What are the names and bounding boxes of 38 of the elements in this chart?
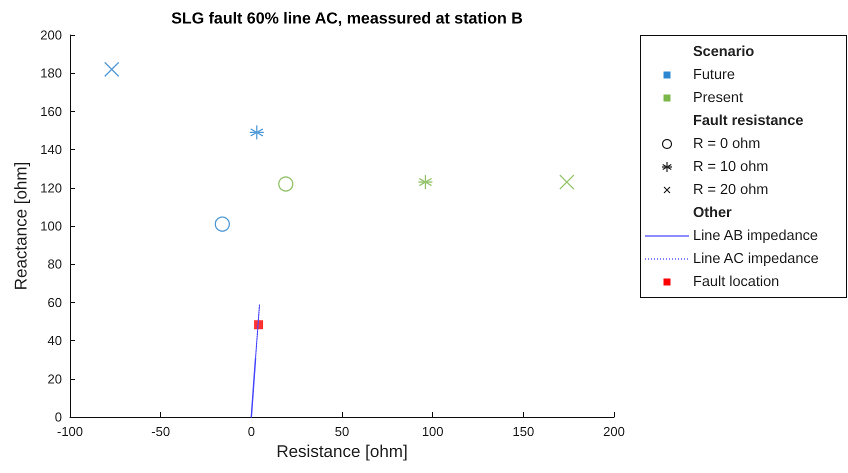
x-axis-title: Resistance [ohm]	[276, 442, 408, 461]
y-tick-label: 0	[54, 410, 62, 424]
x-tick-label: -50	[151, 424, 170, 439]
text: R = 0 ohm	[693, 136, 760, 152]
point	[249, 124, 264, 140]
legend-label: Line AC impedance	[693, 250, 819, 266]
text: R = 20 ohm	[693, 182, 768, 198]
chart-title: SLG fault 60% line AC, meassured at station B	[171, 10, 523, 28]
legend-label: Future	[693, 66, 735, 82]
legend-label: Fault location	[693, 274, 780, 290]
x-tick-label: 50	[334, 424, 350, 439]
x-tick-label: 200	[603, 424, 625, 439]
y-tick-label: 120	[40, 180, 62, 196]
x-tick-label: 0	[248, 424, 255, 439]
point	[214, 216, 230, 232]
x-tick-label: -100	[56, 424, 84, 439]
y-tick-label: 160	[40, 104, 62, 119]
y-tick-label: 80	[48, 256, 62, 272]
legend-label: Line AB impedance	[693, 228, 818, 244]
text: Other	[693, 204, 732, 220]
y-tick-label: 200	[40, 28, 62, 42]
point	[559, 174, 575, 190]
y-tick-label: 20	[48, 371, 62, 386]
y-tick-label: 60	[48, 294, 62, 310]
y-tick-label: 140	[40, 142, 62, 158]
point	[418, 174, 434, 190]
y-tick-label: 100	[40, 218, 62, 234]
point	[104, 62, 120, 78]
y-tick-label: 180	[40, 66, 62, 81]
legend-label: Present	[693, 90, 743, 106]
x-tick-label: 150	[512, 424, 534, 439]
text: Fault resistance	[693, 112, 804, 128]
y-axis-title: Reactance [ohm]	[11, 162, 30, 290]
point	[278, 176, 294, 192]
legend-title: Scenario	[693, 44, 754, 60]
x-tick-label: 100	[422, 424, 444, 439]
text: R = 10 ohm	[693, 158, 768, 174]
y-tick-label: 40	[48, 333, 62, 348]
